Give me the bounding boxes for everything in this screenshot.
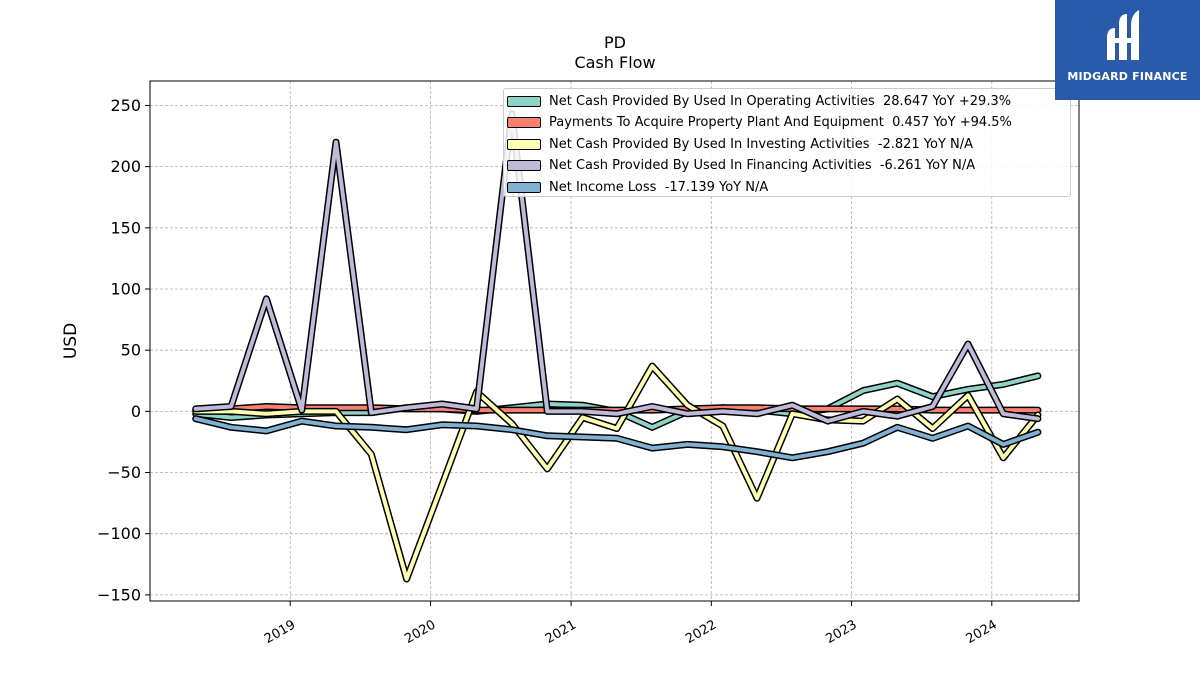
series-line-stroke	[193, 404, 1040, 413]
series-line-stroke	[193, 416, 1040, 460]
legend-swatch	[507, 181, 541, 193]
legend-label: Net Cash Provided By Used In Operating A…	[549, 93, 1012, 109]
y-tick-label: 0	[131, 402, 141, 421]
legend-label: Net Cash Provided By Used In Investing A…	[549, 136, 974, 152]
series-line	[192, 415, 1042, 462]
x-tick-label: 2019	[262, 617, 298, 647]
series-line-outline	[192, 372, 1042, 431]
chart-title: PD	[604, 33, 626, 52]
series-line-stroke	[193, 364, 1040, 581]
legend-label: Net Income Loss -17.139 YoY N/A	[549, 179, 769, 195]
series-line	[192, 403, 1042, 414]
logo-text: MIDGARD FINANCE	[1067, 70, 1188, 83]
x-tick-label: 2021	[543, 617, 579, 647]
midgard-finance-logo: MIDGARD FINANCE	[1055, 0, 1200, 100]
y-tick-label: 50	[121, 341, 141, 360]
x-axis-ticks: 2019 2020 2021 2022 2023 2024	[262, 601, 1000, 647]
series-line	[192, 372, 1042, 431]
legend-label: Payments To Acquire Property Plant And E…	[549, 115, 1012, 131]
x-tick-label: 2024	[964, 617, 1000, 647]
y-tick-label: 250	[110, 96, 141, 115]
midgard-logo-icon	[1107, 10, 1139, 60]
x-tick-label: 2023	[823, 617, 859, 647]
legend-entry: Payments To Acquire Property Plant And E…	[504, 113, 1012, 133]
series-line	[192, 362, 1042, 583]
series-line-stroke	[193, 112, 1040, 424]
legend-swatch	[507, 138, 541, 150]
plot-area-frame	[149, 80, 1080, 602]
legend-swatch	[507, 117, 541, 129]
y-tick-label: −100	[97, 524, 141, 543]
legend-entry: Net Cash Provided By Used In Investing A…	[504, 134, 973, 154]
legend-label: Net Cash Provided By Used In Financing A…	[549, 158, 976, 174]
legend-entry: Net Cash Provided By Used In Financing A…	[504, 156, 975, 176]
series-line-stroke	[193, 373, 1040, 430]
series-lines	[192, 110, 1042, 583]
legend-entry: Net Income Loss -17.139 YoY N/A	[504, 177, 768, 197]
y-axis-ticks: 250 200 150 100 50 0 −50 −100 −150	[97, 96, 150, 604]
x-tick-label: 2022	[683, 617, 719, 647]
y-tick-label: 150	[110, 218, 141, 237]
series-line	[192, 110, 1042, 425]
x-tick-label: 2020	[402, 617, 438, 647]
y-tick-label: 200	[110, 157, 141, 176]
legend: Net Cash Provided By Used In Operating A…	[503, 88, 1071, 197]
legend-entry: Net Cash Provided By Used In Operating A…	[504, 91, 1011, 111]
legend-swatch	[507, 95, 541, 107]
y-axis-label: USD	[61, 323, 81, 359]
chart-subtitle: Cash Flow	[574, 53, 656, 72]
y-tick-label: −50	[107, 463, 141, 482]
legend-swatch	[507, 160, 541, 172]
y-tick-label: 100	[110, 280, 141, 299]
y-tick-label: −150	[97, 585, 141, 604]
